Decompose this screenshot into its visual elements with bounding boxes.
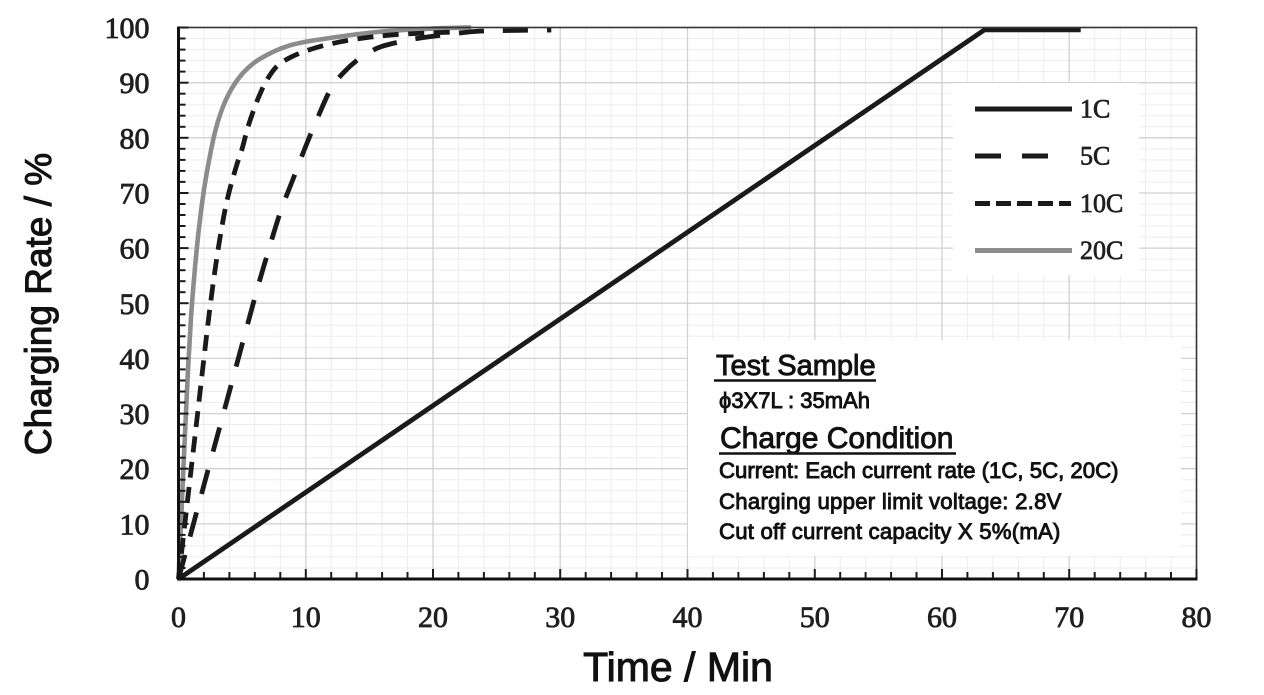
svg-text:30: 30 (120, 398, 150, 431)
svg-text:50: 50 (800, 601, 830, 634)
svg-text:50: 50 (120, 288, 150, 321)
svg-text:20C: 20C (1080, 236, 1123, 265)
svg-text:Test Sample: Test Sample (716, 350, 876, 382)
svg-text:ϕ3X7L : 35mAh: ϕ3X7L : 35mAh (719, 388, 870, 413)
svg-text:10: 10 (120, 508, 150, 541)
svg-text:20: 20 (418, 601, 448, 634)
svg-text:70: 70 (120, 178, 150, 211)
svg-text:20: 20 (120, 453, 150, 486)
svg-text:80: 80 (120, 122, 150, 155)
svg-text:5C: 5C (1080, 142, 1110, 171)
svg-text:60: 60 (120, 233, 150, 266)
svg-text:70: 70 (1054, 601, 1084, 634)
svg-text:1C: 1C (1080, 95, 1110, 124)
svg-text:Charge Condition: Charge Condition (720, 422, 953, 455)
svg-text:40: 40 (673, 601, 703, 634)
svg-text:90: 90 (120, 67, 150, 100)
svg-text:100: 100 (105, 12, 150, 45)
svg-text:30: 30 (545, 601, 575, 634)
svg-text:Cut off current capacity X 5%(: Cut off current capacity X 5%(mA) (719, 519, 1061, 544)
svg-text:10C: 10C (1080, 189, 1123, 218)
svg-text:Charging upper limit voltage:: Charging upper limit voltage: 2.8V (719, 489, 1062, 514)
svg-text:Charging Rate / %: Charging Rate / % (18, 153, 59, 455)
svg-text:40: 40 (120, 343, 150, 376)
svg-text:Current: Each current rate (1C: Current: Each current rate (1C, 5C, 20C) (719, 458, 1119, 483)
svg-text:0: 0 (135, 564, 150, 597)
svg-text:0: 0 (171, 601, 186, 634)
svg-text:Time / Min: Time / Min (583, 644, 773, 690)
svg-text:80: 80 (1182, 601, 1212, 634)
svg-text:10: 10 (291, 601, 321, 634)
svg-text:60: 60 (927, 601, 957, 634)
